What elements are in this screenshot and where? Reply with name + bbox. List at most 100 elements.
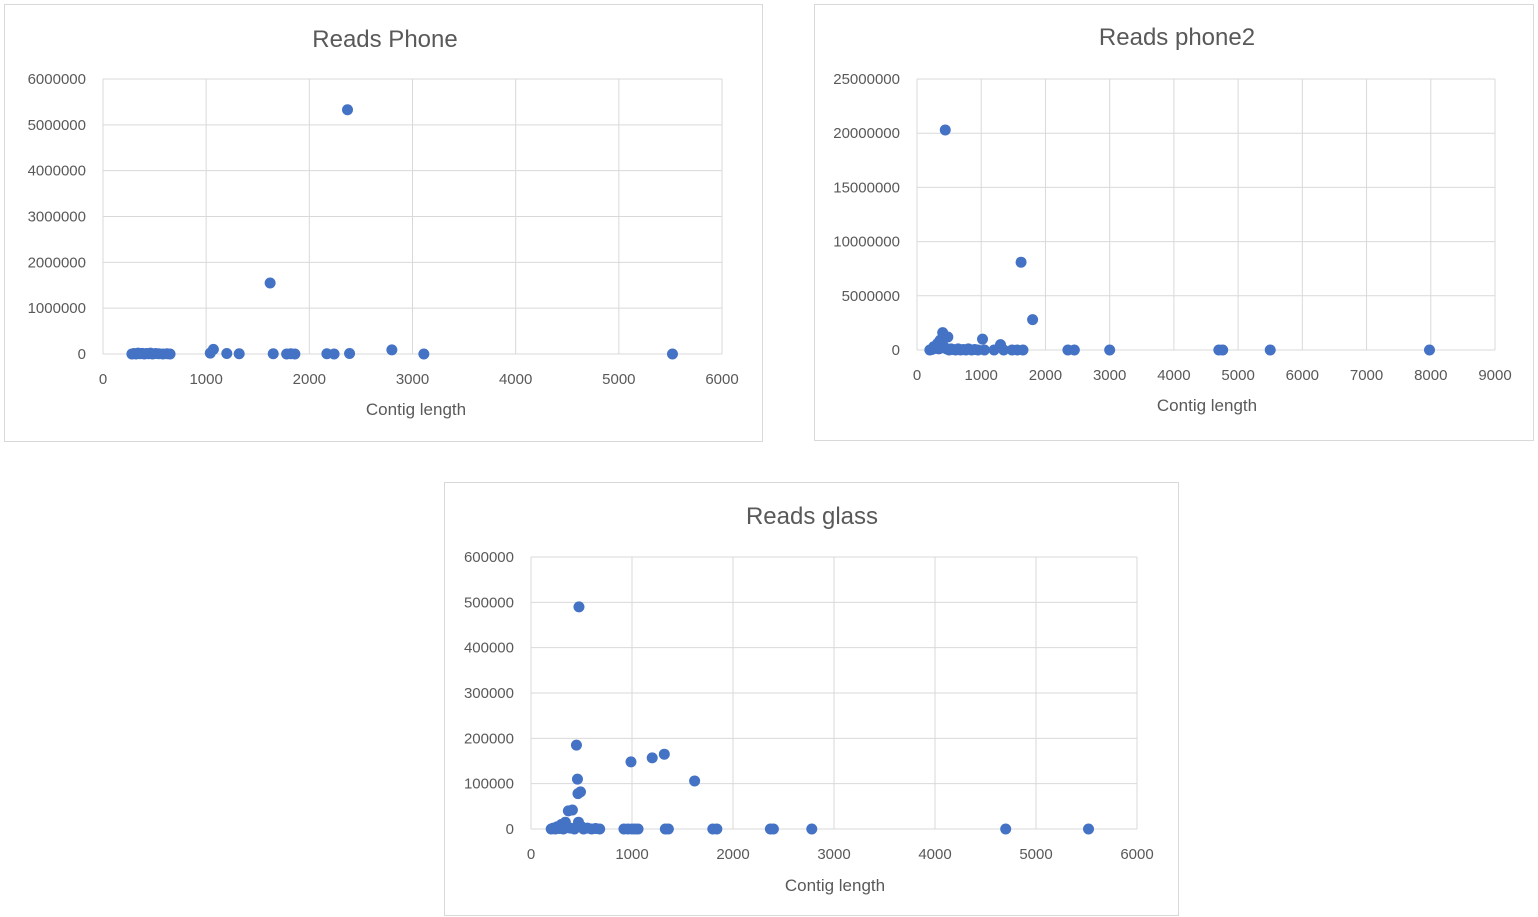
data-point bbox=[418, 348, 430, 360]
data-point bbox=[767, 823, 779, 835]
data-point bbox=[942, 331, 954, 343]
chart-reads-phone: Reads Phone Contig length 0 1000000 200000… bbox=[4, 4, 763, 442]
chart-reads-glass-svg: Reads glass Contig length 0 100000 200000 3… bbox=[464, 503, 1154, 895]
y-tick-label: 5000000 bbox=[28, 117, 86, 134]
data-point bbox=[646, 752, 658, 764]
y-tick-label: 400000 bbox=[464, 640, 514, 657]
y-tick-label: 1000000 bbox=[28, 300, 86, 317]
y-tick-label: 25000000 bbox=[833, 71, 900, 88]
data-point bbox=[344, 348, 356, 360]
data-point bbox=[342, 104, 354, 116]
x-axis-label: Contig length bbox=[785, 876, 885, 895]
chart-reads-phone2-svg: Reads phone2 Contig length 0 5000000 10000… bbox=[833, 24, 1511, 415]
x-tick-label: 9000 bbox=[1478, 367, 1511, 384]
data-point bbox=[632, 823, 644, 835]
data-point bbox=[1017, 344, 1029, 356]
x-tick-label: 6000 bbox=[1120, 846, 1153, 863]
data-point bbox=[689, 775, 701, 787]
y-tick-label: 0 bbox=[78, 346, 86, 363]
data-point bbox=[570, 739, 582, 751]
y-tick-label: 100000 bbox=[464, 776, 514, 793]
data-point bbox=[573, 601, 585, 613]
x-tick-label: 3000 bbox=[1093, 367, 1126, 384]
data-point bbox=[978, 344, 990, 356]
x-axis-label: Contig length bbox=[366, 400, 466, 419]
y-tick-label: 3000000 bbox=[28, 209, 86, 226]
x-tick-label: 3000 bbox=[396, 371, 429, 388]
x-tick-label: 4000 bbox=[918, 846, 951, 863]
data-point bbox=[1027, 314, 1039, 326]
data-point bbox=[221, 348, 233, 360]
y-tick-label: 6000000 bbox=[28, 71, 86, 88]
data-point bbox=[571, 773, 583, 785]
x-tick-label: 7000 bbox=[1350, 367, 1383, 384]
data-point bbox=[806, 823, 818, 835]
x-tick-label: 1000 bbox=[965, 367, 998, 384]
data-point bbox=[1000, 823, 1012, 835]
y-tick-label: 5000000 bbox=[842, 288, 900, 305]
x-tick-label: 0 bbox=[527, 846, 535, 863]
chart-reads-phone-svg: Reads Phone Contig length 0 1000000 200000… bbox=[28, 26, 739, 419]
x-tick-label: 6000 bbox=[705, 371, 738, 388]
data-point bbox=[711, 823, 723, 835]
y-tick-label: 10000000 bbox=[833, 234, 900, 251]
y-tick-label: 300000 bbox=[464, 685, 514, 702]
data-point bbox=[1068, 344, 1080, 356]
x-tick-label: 3000 bbox=[817, 846, 850, 863]
data-point bbox=[386, 344, 398, 356]
data-point bbox=[267, 348, 279, 360]
y-tick-label: 4000000 bbox=[28, 163, 86, 180]
chart-reads-glass: Reads glass Contig length 0 100000 200000 3… bbox=[444, 482, 1179, 916]
y-tick-label: 20000000 bbox=[833, 125, 900, 142]
data-point bbox=[164, 348, 176, 360]
x-tick-label: 4000 bbox=[499, 371, 532, 388]
y-tick-label: 500000 bbox=[464, 594, 514, 611]
y-tick-label: 200000 bbox=[464, 730, 514, 747]
data-point bbox=[666, 348, 678, 360]
x-tick-label: 8000 bbox=[1414, 367, 1447, 384]
y-tick-label: 2000000 bbox=[28, 254, 86, 271]
x-tick-label: 0 bbox=[99, 371, 107, 388]
chart-title: Reads phone2 bbox=[1099, 24, 1255, 51]
data-point bbox=[939, 124, 951, 136]
data-point bbox=[594, 823, 606, 835]
data-point bbox=[574, 786, 586, 798]
x-tick-label: 1000 bbox=[615, 846, 648, 863]
chart-title: Reads glass bbox=[746, 503, 878, 530]
x-tick-label: 2000 bbox=[716, 846, 749, 863]
data-point bbox=[328, 348, 340, 360]
x-tick-label: 0 bbox=[913, 367, 921, 384]
data-point bbox=[1264, 344, 1276, 356]
data-point bbox=[1423, 344, 1435, 356]
data-point bbox=[662, 823, 674, 835]
data-point bbox=[233, 348, 245, 360]
plot-area bbox=[102, 78, 723, 355]
data-point bbox=[1104, 344, 1116, 356]
x-tick-label: 5000 bbox=[602, 371, 635, 388]
data-point bbox=[625, 756, 637, 768]
x-tick-label: 5000 bbox=[1019, 846, 1052, 863]
x-tick-label: 4000 bbox=[1157, 367, 1190, 384]
x-axis-label: Contig length bbox=[1157, 396, 1257, 415]
y-tick-label: 15000000 bbox=[833, 179, 900, 196]
x-tick-label: 2000 bbox=[293, 371, 326, 388]
data-point bbox=[289, 348, 301, 360]
x-tick-label: 1000 bbox=[189, 371, 222, 388]
data-point bbox=[998, 344, 1010, 356]
data-point bbox=[207, 343, 219, 355]
plot-area bbox=[530, 556, 1138, 830]
data-point bbox=[977, 333, 989, 345]
chart-title: Reads Phone bbox=[312, 26, 457, 53]
y-tick-label: 0 bbox=[506, 821, 514, 838]
data-point bbox=[658, 748, 670, 760]
data-point bbox=[1217, 344, 1229, 356]
data-point bbox=[566, 804, 578, 816]
y-tick-label: 600000 bbox=[464, 549, 514, 566]
x-tick-label: 5000 bbox=[1221, 367, 1254, 384]
data-point bbox=[264, 277, 276, 289]
chart-reads-phone2: Reads phone2 Contig length 0 5000000 10000… bbox=[814, 4, 1534, 441]
data-point bbox=[1083, 823, 1095, 835]
x-tick-label: 2000 bbox=[1029, 367, 1062, 384]
data-point bbox=[1015, 256, 1027, 268]
x-tick-label: 6000 bbox=[1286, 367, 1319, 384]
